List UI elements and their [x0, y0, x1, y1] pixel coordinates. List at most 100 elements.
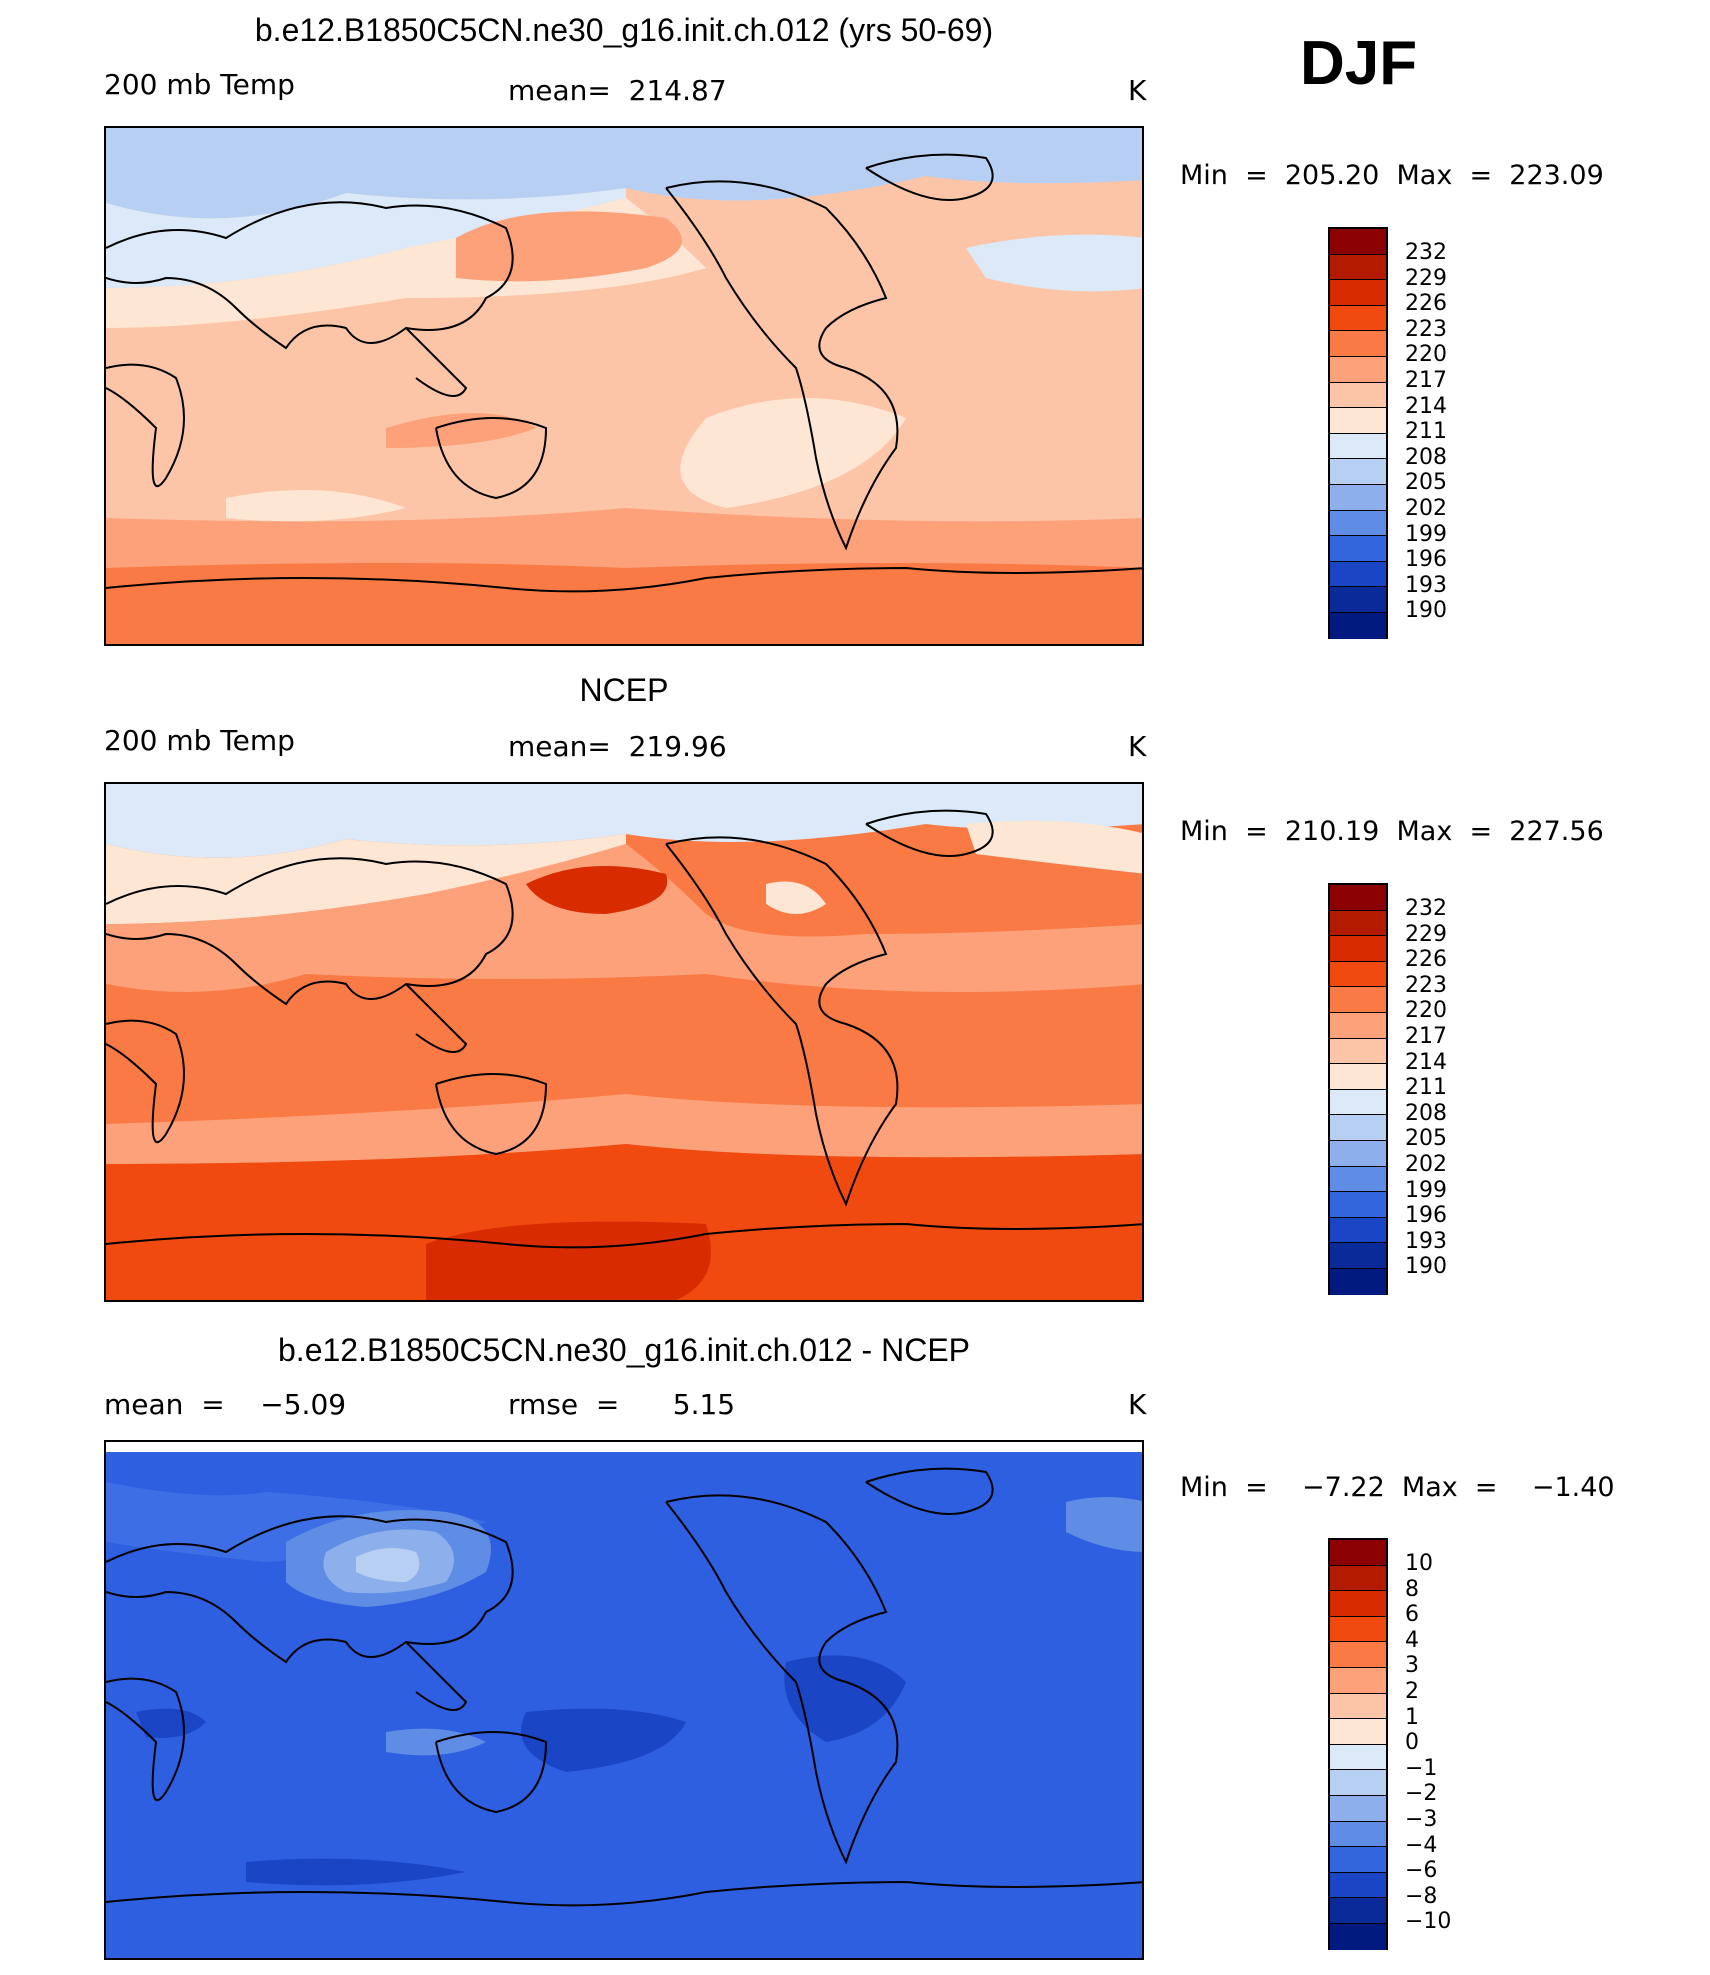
- p1-cold-north: [106, 128, 1142, 219]
- panel3-unit-label: K: [1128, 1388, 1147, 1421]
- p1-coastlines: [106, 153, 1142, 593]
- cbar3-swatch: [1330, 1540, 1386, 1566]
- panel3-colorbar: [1328, 1538, 1388, 1950]
- cbar2-label: 232: [1405, 896, 1447, 921]
- p2-cool-north: [106, 784, 1142, 858]
- cbar1-label: 229: [1405, 265, 1447, 291]
- cbar3-swatch: [1330, 1565, 1386, 1592]
- cbar2-label: 229: [1405, 921, 1447, 947]
- cbar2-label: 202: [1405, 1152, 1447, 1177]
- cbar2-swatch: [1330, 910, 1386, 937]
- cbar1-swatch: [1330, 382, 1386, 409]
- p3-pacific-neg: [521, 1708, 686, 1772]
- p3-coastlines: [106, 1467, 1142, 1907]
- cbar3-label: −3: [1405, 1807, 1438, 1832]
- cbar3-label: 0: [1405, 1730, 1419, 1756]
- cbar3-swatch: [1330, 1744, 1386, 1771]
- p3-south-neg: [246, 1858, 466, 1886]
- panel3-map: [104, 1440, 1144, 1960]
- cbar3-label: −2: [1405, 1781, 1438, 1807]
- cbar2-label: 217: [1405, 1024, 1447, 1049]
- cbar1-swatch: [1330, 408, 1386, 434]
- cbar2-swatch: [1330, 987, 1386, 1013]
- cbar3-swatch: [1330, 1821, 1386, 1848]
- p1-aus-warm: [386, 413, 536, 448]
- cbar1-swatch: [1330, 459, 1386, 485]
- cbar2-label: 211: [1405, 1075, 1447, 1101]
- p2-antarctic-hot: [426, 1221, 711, 1300]
- p1-south-band: [106, 508, 1142, 578]
- cbar3-label: 6: [1405, 1602, 1419, 1628]
- p1-antarctic-band: [106, 563, 1142, 644]
- cbar3-swatch: [1330, 1923, 1386, 1950]
- cbar3-label: −8: [1405, 1883, 1438, 1909]
- cbar1-swatch: [1330, 229, 1386, 255]
- cbar1-swatch: [1330, 305, 1386, 332]
- cbar1-label: 199: [1405, 521, 1447, 547]
- panel1-map: [104, 126, 1144, 646]
- panel1-colorbar: [1328, 227, 1388, 639]
- cbar2-swatch: [1330, 1268, 1386, 1295]
- panel3-minmax: Min = −7.22 Max = −1.40: [1180, 1472, 1615, 1503]
- cbar1-swatch: [1330, 612, 1386, 639]
- panel3-map-svg: [106, 1442, 1142, 1958]
- cbar2-swatch: [1330, 1089, 1386, 1116]
- cbar2-swatch: [1330, 1012, 1386, 1039]
- p2-coastlines: [106, 809, 1142, 1249]
- cbar3-swatch: [1330, 1770, 1386, 1796]
- cbar1-swatch: [1330, 280, 1386, 306]
- p1-mild-south: [226, 490, 406, 522]
- panel1-title: b.e12.B1850C5CN.ne30_g16.init.ch.012 (yr…: [254, 12, 994, 48]
- cbar1-label: 220: [1405, 342, 1447, 368]
- cbar3-swatch: [1330, 1847, 1386, 1873]
- cbar3-label: 10: [1405, 1551, 1433, 1576]
- cbar2-label: 214: [1405, 1049, 1447, 1075]
- cbar2-swatch: [1330, 1038, 1386, 1065]
- panel1-variable-label: 200 mb Temp: [104, 68, 295, 101]
- cbar2-label: 196: [1405, 1203, 1447, 1229]
- panel2-map-svg: [106, 784, 1142, 1300]
- p2-mild-band: [106, 834, 626, 924]
- cbar1-label: 223: [1405, 316, 1447, 342]
- panel2-unit-label: K: [1128, 730, 1147, 763]
- p2-pacific-hot: [526, 866, 668, 914]
- cbar2-swatch: [1330, 1166, 1386, 1193]
- panel2-title: NCEP: [579, 672, 669, 708]
- cbar2-swatch: [1330, 1064, 1386, 1090]
- panel1-mean-label: mean= 214.87: [508, 74, 727, 107]
- cbar2-label: 205: [1405, 1126, 1447, 1152]
- cbar2-swatch: [1330, 1217, 1386, 1244]
- cbar2-swatch: [1330, 936, 1386, 962]
- cbar2-label: 190: [1405, 1254, 1447, 1280]
- cbar2-swatch: [1330, 885, 1386, 911]
- cbar2-label: 220: [1405, 998, 1447, 1024]
- p1-cool-band: [106, 188, 626, 288]
- cbar3-swatch: [1330, 1591, 1386, 1617]
- cbar2-swatch: [1330, 1140, 1386, 1167]
- cbar3-label: −1: [1405, 1755, 1438, 1781]
- panel2-colorbar: [1328, 883, 1388, 1295]
- cbar2-label: 199: [1405, 1177, 1447, 1203]
- p3-siberia-max: [356, 1548, 420, 1582]
- p1-sp-mild: [680, 398, 906, 508]
- cbar2-swatch: [1330, 1243, 1386, 1269]
- cbar1-swatch: [1330, 254, 1386, 281]
- cbar1-label: 208: [1405, 444, 1447, 470]
- cbar3-swatch: [1330, 1719, 1386, 1745]
- cbar1-swatch: [1330, 433, 1386, 460]
- cbar1-label: 211: [1405, 419, 1447, 445]
- cbar1-label: 214: [1405, 393, 1447, 419]
- panel2-variable-label: 200 mb Temp: [104, 724, 295, 757]
- cbar2-swatch: [1330, 1115, 1386, 1141]
- cbar1-swatch: [1330, 331, 1386, 357]
- cbar2-swatch: [1330, 961, 1386, 988]
- cbar1-swatch: [1330, 536, 1386, 562]
- cbar3-label: 2: [1405, 1679, 1419, 1704]
- cbar3-label: 1: [1405, 1704, 1419, 1730]
- cbar1-label: 226: [1405, 291, 1447, 317]
- cbar3-label: 8: [1405, 1576, 1419, 1602]
- p3-top-strip: [106, 1442, 1142, 1452]
- cbar2-label: 193: [1405, 1228, 1447, 1254]
- cbar3-label: −10: [1405, 1909, 1452, 1935]
- cbar2-label: 226: [1405, 947, 1447, 973]
